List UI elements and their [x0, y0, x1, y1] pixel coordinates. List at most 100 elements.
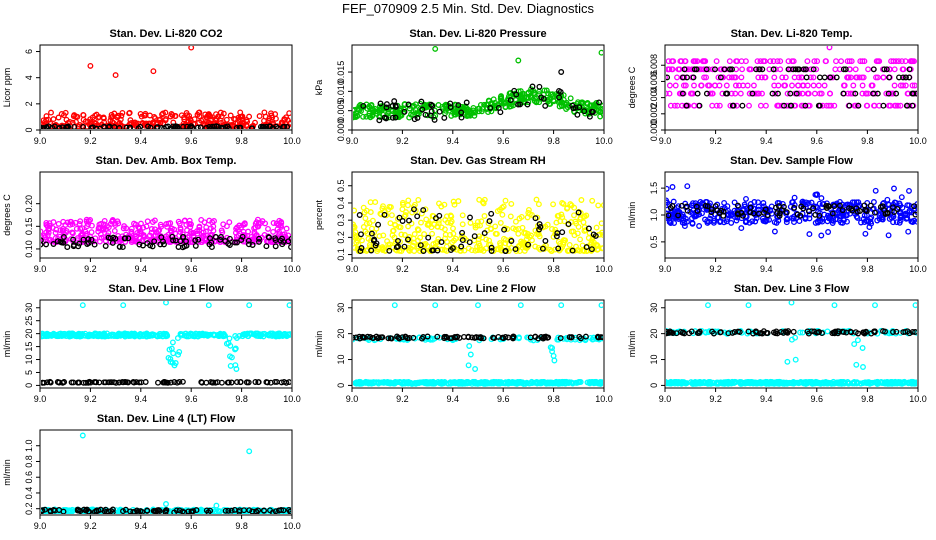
- data-point-black: [388, 335, 395, 342]
- data-point-colored: [850, 380, 856, 387]
- data-point-black: [436, 108, 443, 115]
- data-point-colored: [690, 58, 697, 65]
- y-tick-label: 5: [24, 370, 34, 375]
- data-point-colored: [502, 197, 509, 204]
- data-point-black: [783, 329, 790, 336]
- data-point-colored: [167, 358, 174, 365]
- data-point-colored: [790, 58, 797, 65]
- data-point-black: [171, 125, 178, 129]
- data-point-colored-upper: [784, 358, 791, 365]
- data-point-black: [284, 124, 291, 129]
- data-point-black: [272, 508, 279, 514]
- data-point-black: [679, 74, 686, 81]
- data-point-colored: [519, 239, 526, 246]
- data-point-colored-upper: [859, 345, 866, 351]
- data-point-black: [893, 90, 900, 97]
- panel-title: Stan. Dev. Gas Stream RH: [410, 155, 546, 167]
- x-tick-label: 9.4: [760, 394, 773, 404]
- data-point-black: [775, 90, 781, 97]
- data-point-colored: [475, 302, 481, 309]
- data-point-black: [812, 211, 819, 218]
- data-point-colored: [716, 82, 723, 89]
- data-point-colored: [213, 111, 219, 118]
- data-point-colored: [890, 58, 897, 65]
- data-point-black: [466, 239, 473, 246]
- data-point-black: [101, 379, 108, 386]
- data-point-colored: [152, 115, 159, 122]
- data-point-colored: [492, 230, 499, 237]
- data-point-black: [64, 244, 71, 251]
- data-point-black: [912, 329, 917, 335]
- data-point-colored: [397, 224, 404, 231]
- data-point-colored: [908, 58, 915, 65]
- data-point-colored: [77, 218, 84, 225]
- data-point-colored: [144, 218, 151, 225]
- data-point-black: [286, 379, 291, 386]
- data-point-colored: [909, 219, 916, 225]
- data-point-colored-upper: [524, 334, 531, 341]
- data-point-colored: [814, 380, 821, 387]
- data-point-colored: [566, 241, 573, 248]
- data-point-colored: [387, 220, 394, 227]
- y-tick-label: 10: [649, 355, 659, 365]
- data-point-black: [368, 230, 375, 237]
- data-point-colored: [500, 203, 507, 210]
- data-point-colored: [239, 113, 246, 120]
- data-point-black: [392, 114, 399, 121]
- data-point-colored: [99, 331, 105, 338]
- data-point-colored: [414, 111, 421, 118]
- data-point-colored: [233, 233, 240, 240]
- data-point-black: [225, 507, 232, 514]
- data-point-colored: [137, 330, 144, 337]
- data-point-colored: [813, 66, 820, 73]
- data-point-black: [222, 507, 229, 514]
- data-point-black: [501, 226, 508, 233]
- data-point-colored: [726, 58, 733, 65]
- data-point-black: [583, 244, 590, 251]
- data-point-colored: [716, 102, 723, 109]
- data-point-colored: [47, 236, 54, 243]
- data-point-colored: [897, 212, 904, 219]
- data-point-black: [749, 90, 756, 97]
- data-point-black: [86, 378, 93, 385]
- data-point-colored: [743, 195, 749, 202]
- data-point-colored: [470, 109, 477, 116]
- data-point-black: [238, 237, 245, 243]
- data-point-black: [447, 335, 453, 342]
- data-point-colored: [353, 244, 358, 251]
- data-point-colored: [208, 231, 215, 238]
- data-point-black: [708, 206, 715, 213]
- data-point-colored: [287, 120, 291, 127]
- data-point-colored: [438, 224, 445, 231]
- data-point-black: [566, 334, 573, 341]
- data-point-colored: [844, 58, 851, 65]
- data-point-black: [394, 333, 400, 340]
- data-point-colored: [128, 228, 135, 235]
- data-point-colored: [568, 228, 575, 235]
- data-point-colored: [174, 335, 181, 342]
- data-point-colored: [52, 229, 59, 236]
- data-point-black: [557, 88, 564, 95]
- x-tick-label: 9.2: [84, 264, 97, 274]
- data-point-colored: [850, 90, 857, 97]
- data-point-colored: [272, 115, 279, 122]
- data-point-black: [793, 90, 800, 97]
- data-point-black: [803, 74, 810, 81]
- data-point-colored: [275, 330, 282, 337]
- data-point-colored-upper: [792, 356, 799, 363]
- data-point-colored: [442, 235, 449, 242]
- data-point-colored: [668, 380, 674, 387]
- x-tick-label: 9.6: [185, 136, 198, 146]
- y-tick-label: 1.5: [649, 182, 659, 195]
- data-point-black: [441, 333, 448, 340]
- data-point-colored: [815, 82, 822, 89]
- data-point-colored: [763, 217, 770, 224]
- data-point-colored: [405, 197, 412, 204]
- data-point-black: [456, 334, 463, 341]
- data-point-black: [536, 221, 543, 228]
- data-point-colored: [732, 90, 739, 97]
- data-point-colored: [796, 218, 803, 225]
- data-point-colored: [268, 110, 274, 117]
- x-tick-label: 9.8: [861, 394, 874, 404]
- data-point-colored: [233, 335, 240, 341]
